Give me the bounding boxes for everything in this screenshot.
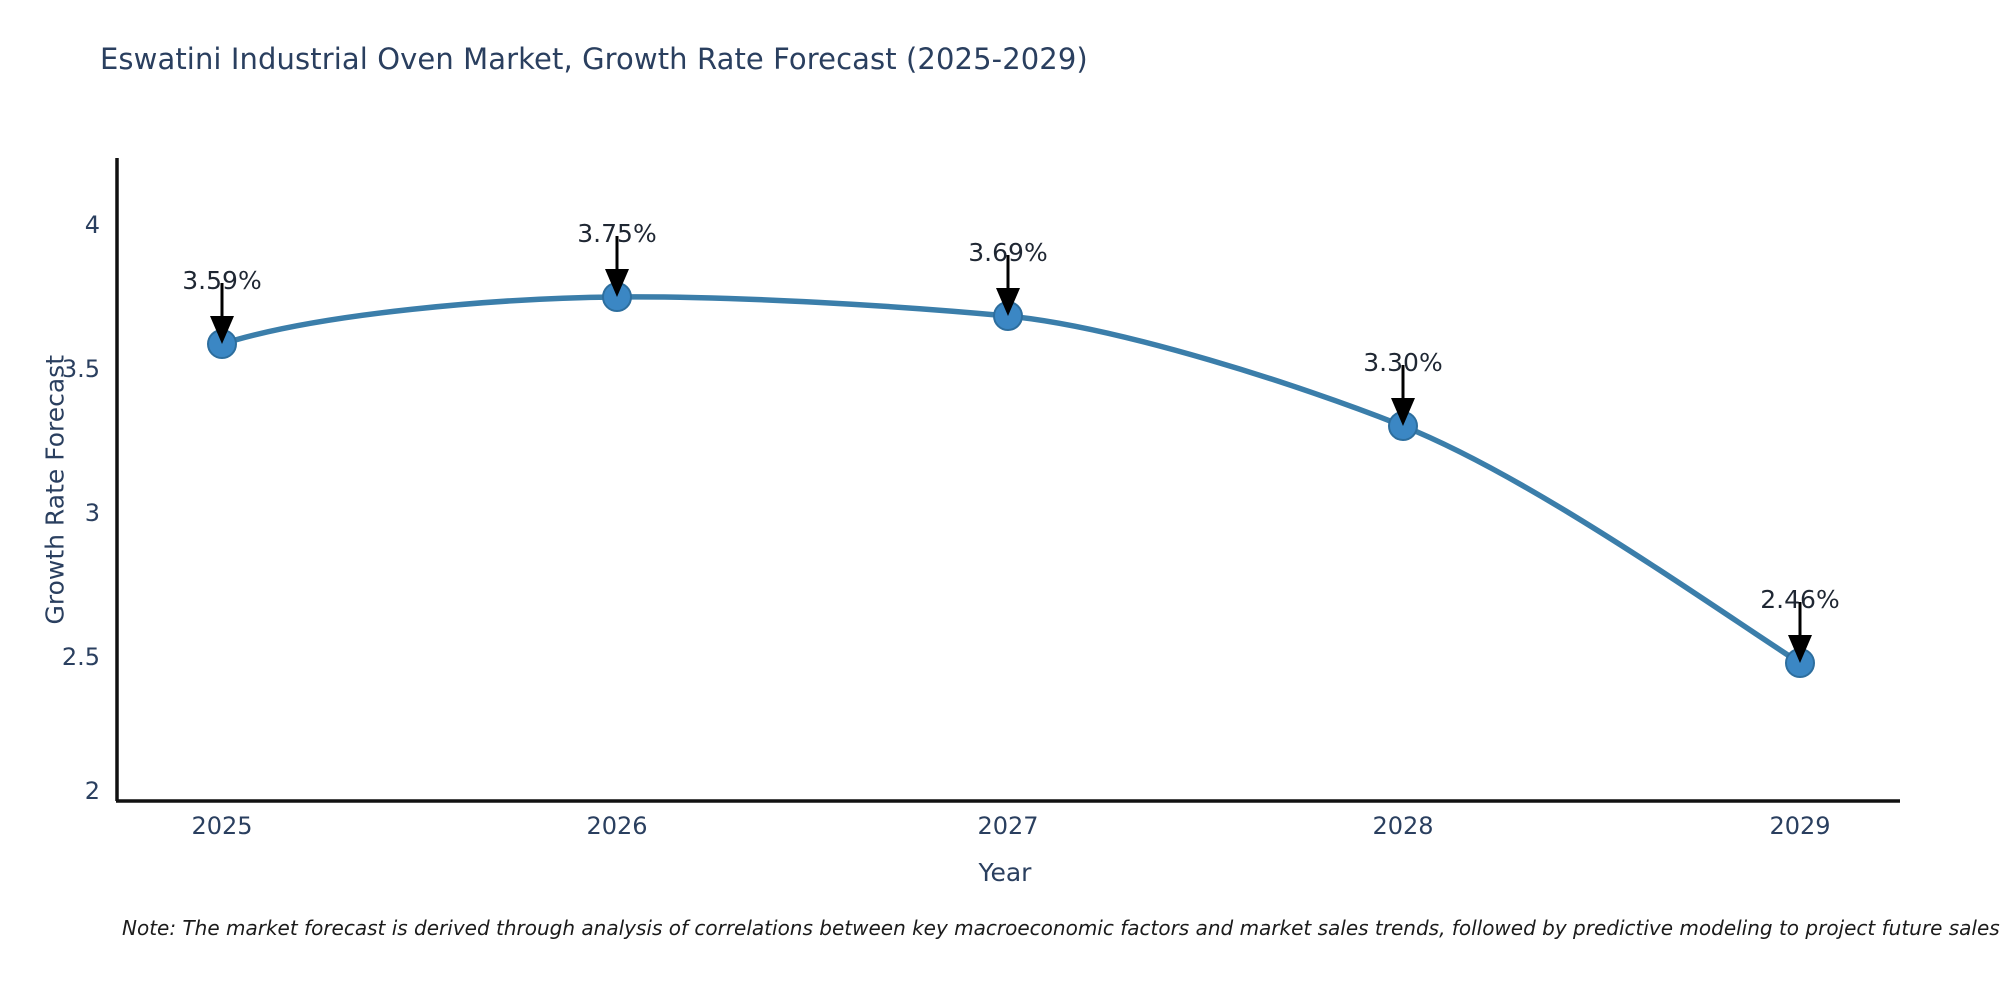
y-tick-label-3-5: 3.5 [61,355,100,383]
annotation-arrow [996,255,1020,316]
data-label-2028: 3.30% [1363,348,1443,377]
x-tick-label-2025: 2025 [191,812,253,840]
x-tick-label-2027: 2027 [977,812,1039,840]
y-tick-label-2: 2 [84,777,100,805]
annotation-arrow [1788,602,1812,663]
data-label-2027: 3.69% [968,238,1048,267]
annotation-arrow [210,283,234,344]
data-label-2025: 3.59% [182,266,262,295]
y-tick-label-3: 3 [84,499,100,527]
y-tick-label-2-5: 2.5 [61,643,100,671]
data-label-2026: 3.75% [577,219,657,248]
data-line-series-growth-rate-forecast [219,294,1803,666]
x-tick-label-2028: 2028 [1372,812,1434,840]
y-tick-label-4: 4 [84,211,100,239]
annotation-arrow [1391,365,1415,426]
x-tick-label-2026: 2026 [586,812,648,840]
y-axis-title: Growth Rate Forecast [40,355,70,625]
data-label-2029: 2.46% [1760,585,1840,614]
x-tick-label-2029: 2029 [1769,812,1831,840]
annotation-arrow [605,236,629,297]
chart-footnote: Note: The market forecast is derived thr… [122,916,2000,940]
chart-title: Eswatini Industrial Oven Market, Growth … [100,42,1088,76]
x-axis-title: Year [978,858,1032,887]
